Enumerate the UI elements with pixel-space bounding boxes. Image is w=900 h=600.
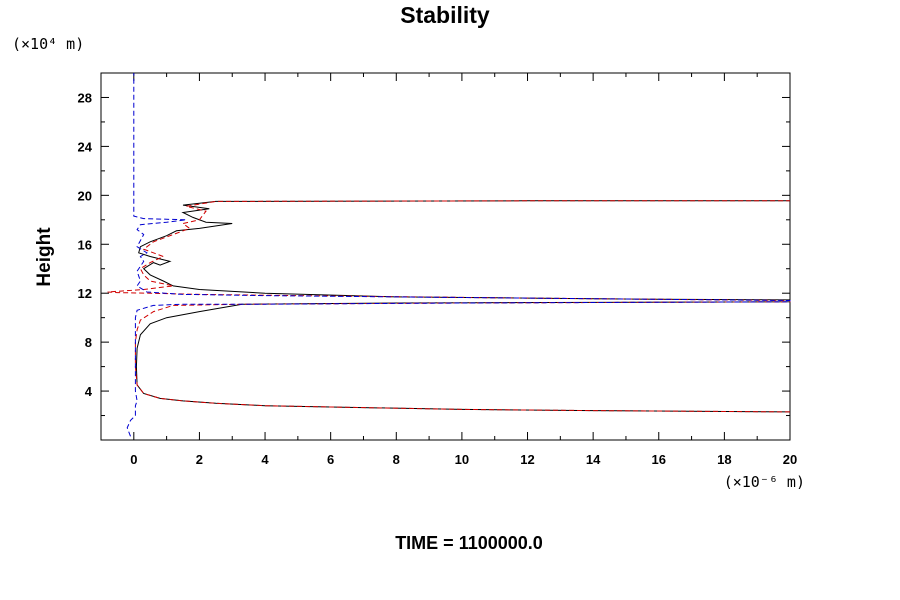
y-tick-label: 4 [85,384,93,399]
x-units-label: (×10⁻⁶ m) [724,473,805,491]
x-tick-label: 6 [327,452,334,467]
series-line-1 [135,200,791,413]
series-line-2 [107,200,791,413]
x-tick-label: 18 [717,452,731,467]
y-tick-label: 16 [78,237,92,252]
y-tick-label: 20 [78,188,92,203]
x-tick-label: 16 [652,452,666,467]
x-tick-label: 8 [393,452,400,467]
series-line-3 [126,73,791,437]
x-tick-label: 20 [783,452,797,467]
x-tick-label: 4 [261,452,269,467]
y-axis-label: Height [34,227,55,287]
x-tick-label: 14 [586,452,601,467]
y-tick-label: 28 [78,90,92,105]
y-units-label: (×10⁴ m) [12,35,84,53]
time-label: TIME = 1100000.0 [395,533,543,553]
x-tick-label: 0 [130,452,137,467]
x-tick-label: 10 [455,452,469,467]
y-tick-label: 8 [85,335,92,350]
y-tick-label: 12 [78,286,92,301]
series-layer [107,73,791,437]
x-tick-label: 12 [520,452,534,467]
x-tick-label: 2 [196,452,203,467]
plot-frame [100,72,791,441]
chart-title: Stability [400,2,490,28]
y-tick-label: 24 [78,139,93,154]
